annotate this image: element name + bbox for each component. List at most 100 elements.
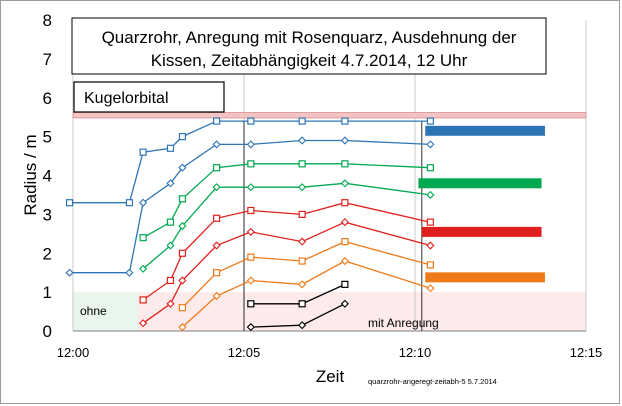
series-6 — [178, 237, 434, 312]
data-point — [340, 136, 349, 145]
series-line — [142, 163, 431, 239]
data-point — [247, 206, 255, 215]
data-point — [340, 256, 349, 266]
data-point — [246, 140, 255, 149]
series-line — [181, 260, 431, 328]
series-8 — [247, 280, 349, 308]
data-point — [125, 268, 134, 277]
data-point — [178, 133, 187, 141]
data-point — [166, 218, 175, 226]
data-point — [246, 276, 255, 285]
data-point — [426, 164, 434, 172]
data-point — [298, 321, 307, 330]
title-line: Quarzrohr, Anregung mit Rosenquarz, Ausd… — [102, 28, 517, 47]
data-point — [246, 323, 255, 332]
data-point — [247, 253, 255, 261]
x-axis-label: Zeit — [316, 367, 345, 386]
region-1 — [137, 292, 587, 331]
y-tick-label: 8 — [43, 11, 52, 30]
footnote: quarzrohr-angeregt-zeitabh-5 5.7.2014 — [368, 377, 497, 386]
data-point — [139, 198, 148, 207]
chart-title: Quarzrohr, Anregung mit Rosenquarz, Ausd… — [102, 28, 517, 70]
data-point — [426, 117, 434, 125]
y-tick-label: 0 — [43, 322, 52, 341]
data-point — [212, 291, 221, 301]
y-tick-label: 3 — [43, 205, 52, 224]
y-tick-label: 2 — [43, 244, 52, 263]
color-bar-1 — [418, 178, 542, 189]
data-series — [65, 117, 435, 332]
data-point — [298, 257, 306, 265]
data-point — [166, 299, 175, 308]
data-point — [426, 284, 435, 293]
data-point — [213, 117, 221, 125]
data-point — [178, 195, 187, 203]
ohne-label: ohne — [80, 304, 107, 318]
region-0 — [73, 292, 138, 331]
kugelorbital-band-rect — [72, 112, 587, 119]
vertical-marker-lines — [243, 121, 423, 331]
color-bar-2 — [421, 226, 542, 237]
color-bar-0 — [425, 125, 545, 136]
data-point — [426, 261, 434, 269]
mit-anregung-label: mit Anregung — [368, 316, 439, 330]
data-point — [426, 218, 434, 226]
y-tick-label: 1 — [43, 283, 52, 302]
data-point — [178, 323, 187, 332]
x-tick-label: 12:00 — [57, 345, 90, 360]
data-point — [178, 249, 187, 257]
data-point — [166, 241, 175, 250]
data-point — [139, 319, 148, 328]
series-line — [142, 182, 431, 270]
data-point — [65, 268, 74, 277]
data-point — [178, 276, 187, 285]
series-3 — [139, 179, 435, 273]
data-point — [298, 117, 306, 125]
series-line — [142, 221, 431, 324]
data-point — [298, 136, 307, 145]
y-tick-labels: 0 1 2 3 4 5 6 7 8 — [43, 11, 52, 341]
data-point — [340, 179, 349, 188]
data-point — [139, 264, 148, 273]
series-1 — [65, 136, 435, 277]
data-point — [298, 300, 306, 308]
data-point — [213, 164, 221, 172]
data-point — [166, 179, 175, 188]
title-line: Kissen, Zeitabhängigkeit 4.7.2014, 12 Uh… — [151, 51, 468, 70]
data-point — [246, 227, 255, 236]
kugelorbital-label: Kugelorbital — [84, 90, 169, 107]
title-box: Quarzrohr, Anregung mit Rosenquarz, Ausd… — [71, 17, 547, 75]
data-point — [340, 218, 349, 227]
y-tick-label: 7 — [43, 50, 52, 69]
data-point — [246, 183, 255, 192]
series-5 — [139, 218, 435, 328]
y-tick-label: 6 — [43, 89, 52, 108]
data-point — [340, 299, 349, 308]
data-point — [426, 190, 435, 199]
x-tick-label: 12:05 — [228, 345, 261, 360]
legend-bars — [418, 125, 545, 283]
data-point — [212, 183, 221, 192]
series-9 — [246, 299, 349, 332]
data-point — [247, 160, 255, 168]
data-point — [178, 221, 187, 231]
kugelorbital-box: Kugelorbital — [73, 81, 225, 113]
data-point — [298, 280, 307, 289]
kugelorbital-band — [72, 112, 587, 119]
data-point — [298, 210, 306, 218]
x-tick-label: 12:10 — [399, 345, 432, 360]
data-point — [166, 276, 175, 285]
data-point — [426, 241, 435, 250]
series-2 — [139, 160, 434, 242]
series-line — [69, 120, 431, 204]
data-point — [166, 144, 175, 152]
y-tick-label: 4 — [43, 167, 52, 186]
data-point — [341, 199, 349, 207]
series-line — [181, 240, 431, 309]
data-point — [247, 300, 255, 308]
data-point — [139, 234, 147, 242]
x-tick-labels: 12:00 12:05 12:10 12:15 — [57, 345, 603, 360]
series-7 — [178, 256, 435, 332]
